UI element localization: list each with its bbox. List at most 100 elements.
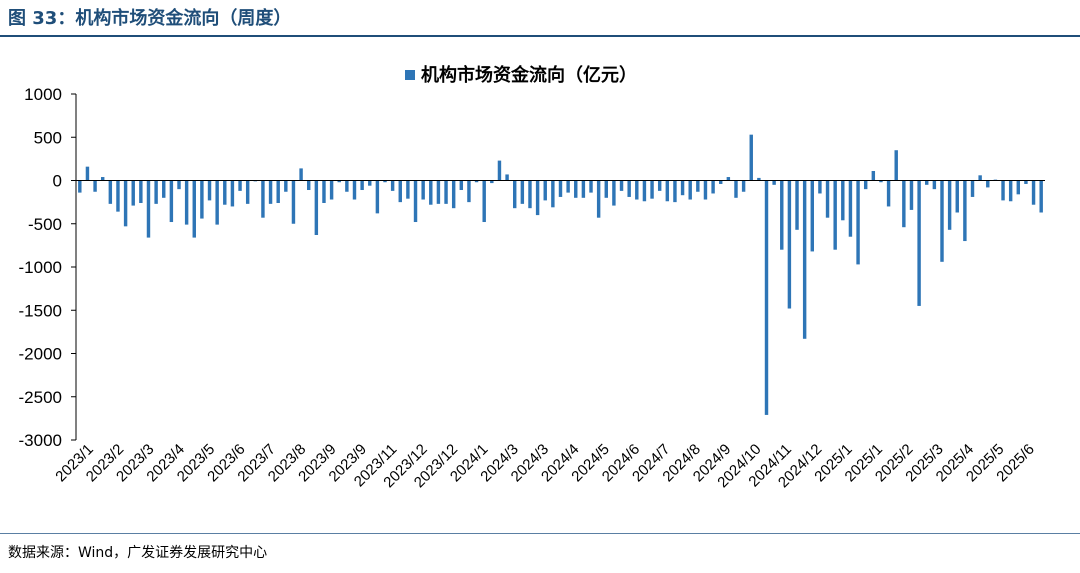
bar	[757, 177, 761, 181]
bar	[673, 180, 677, 203]
bar	[810, 180, 814, 252]
bar	[299, 168, 303, 181]
x-axis: 2023/12023/22023/32023/42023/52023/62023…	[52, 180, 1045, 491]
bar	[879, 180, 883, 183]
bar	[635, 180, 639, 200]
bar	[490, 180, 494, 184]
bar	[970, 180, 975, 197]
bar	[139, 180, 143, 203]
bar	[505, 174, 509, 181]
bar	[406, 180, 410, 199]
bar	[352, 180, 357, 200]
bar	[726, 177, 731, 181]
bar	[581, 180, 586, 198]
bar	[612, 180, 616, 206]
bar	[169, 180, 174, 223]
bar	[566, 180, 570, 193]
bar	[223, 180, 227, 205]
bar	[513, 180, 517, 209]
bar	[871, 170, 876, 181]
bar	[368, 180, 372, 186]
bar	[322, 180, 326, 203]
bar	[917, 180, 921, 306]
bar	[1039, 180, 1043, 213]
bar	[146, 180, 151, 238]
bar-chart: 机构市场资金流向（亿元） 1000 500 0 -500 -1000 -1500 -2000…	[19, 64, 1045, 491]
bar	[116, 180, 120, 212]
bar	[841, 180, 845, 221]
bar	[230, 180, 235, 207]
bar	[85, 166, 90, 181]
bar	[1024, 180, 1028, 184]
bar	[940, 180, 944, 262]
bar	[734, 180, 738, 198]
bar	[719, 180, 723, 184]
bar	[802, 180, 807, 339]
bar	[551, 180, 555, 208]
bar	[741, 180, 746, 192]
bar	[383, 180, 387, 183]
bar	[1031, 180, 1036, 205]
bar	[108, 180, 113, 204]
y-tick-label: -1500	[19, 301, 62, 320]
y-axis: 1000 500 0 -500 -1000 -1500 -2000 -2500 -3000	[19, 85, 77, 450]
bar	[657, 180, 662, 191]
chart-container: 机构市场资金流向（亿元） 1000 500 0 -500 -1000 -1500 -2000…	[0, 38, 1080, 532]
bar	[215, 180, 219, 225]
bar	[184, 180, 189, 225]
bar	[932, 180, 937, 190]
bar	[268, 180, 273, 204]
bar	[749, 134, 753, 181]
bar	[711, 180, 715, 194]
bar	[986, 180, 990, 188]
bar	[825, 180, 830, 218]
bar	[650, 180, 654, 199]
bar	[375, 180, 380, 214]
y-tick-label: 500	[34, 128, 62, 147]
bar	[436, 180, 441, 204]
bar	[467, 180, 471, 203]
bar	[848, 180, 853, 237]
bar	[444, 180, 448, 204]
bar	[413, 180, 418, 223]
bar	[589, 180, 593, 193]
bar	[451, 180, 456, 209]
bar	[131, 180, 135, 206]
legend: 机构市场资金流向（亿元）	[405, 64, 637, 86]
bar	[619, 180, 624, 191]
bar	[482, 180, 486, 223]
bar	[1008, 180, 1013, 202]
bar	[390, 180, 395, 191]
bar	[291, 180, 296, 224]
bar	[93, 180, 97, 192]
bar	[459, 180, 464, 191]
y-tick-label: -500	[28, 215, 62, 234]
bar	[772, 180, 776, 185]
bar	[162, 180, 166, 198]
bar	[902, 180, 906, 228]
bar	[329, 180, 334, 200]
bar	[360, 180, 364, 191]
bar	[627, 180, 631, 197]
bar	[665, 180, 670, 202]
bar	[642, 180, 647, 202]
bar	[1016, 180, 1021, 195]
bar	[787, 180, 792, 309]
bar	[1001, 180, 1005, 201]
legend-label: 机构市场资金流向（亿元）	[421, 64, 637, 86]
bar	[535, 180, 540, 216]
y-tick-label: 0	[53, 172, 62, 191]
bar	[238, 180, 242, 191]
bar	[192, 180, 196, 238]
bar	[337, 180, 341, 183]
bar	[947, 180, 952, 230]
bar	[421, 180, 425, 200]
bar	[978, 175, 982, 181]
y-tick-label: -2500	[19, 388, 62, 407]
bar	[520, 180, 525, 204]
bar	[261, 180, 265, 218]
bar	[78, 180, 82, 193]
bar	[703, 180, 708, 200]
bar	[963, 180, 967, 242]
bar	[558, 180, 563, 197]
